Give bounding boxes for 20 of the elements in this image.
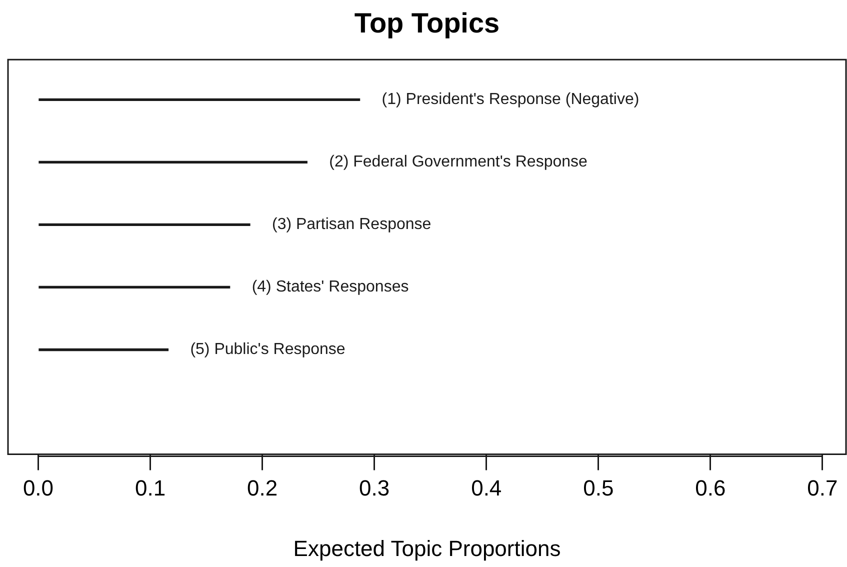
x-tick-label: 0.5 — [583, 475, 614, 500]
bar — [38, 286, 230, 289]
x-tick-label: 0.3 — [359, 475, 390, 500]
x-tick-label: 0.6 — [695, 475, 726, 500]
chart-title: Top Topics — [354, 8, 500, 39]
x-tick-label: 0.4 — [471, 475, 502, 500]
bar — [38, 348, 169, 352]
y-tick-label: (3) Partisan Response — [272, 216, 432, 234]
x-tick-label: 0.1 — [134, 475, 166, 500]
y-tick-label: (4) States' Responses — [252, 278, 409, 296]
y-tick-label: (5) Public's Response — [190, 341, 346, 358]
bar — [38, 223, 250, 226]
x-tick-label: 0.0 — [22, 475, 54, 500]
y-tick-label: (1) President's Response (Negative) — [382, 91, 640, 108]
bar — [38, 160, 308, 164]
bar — [38, 98, 360, 101]
x-axis-title: Expected Topic Proportions — [293, 536, 561, 561]
x-tick-label: 0.7 — [807, 475, 838, 500]
y-tick-label: (2) Federal Government's Response — [329, 154, 588, 171]
x-tick-label: 0.2 — [247, 475, 278, 500]
